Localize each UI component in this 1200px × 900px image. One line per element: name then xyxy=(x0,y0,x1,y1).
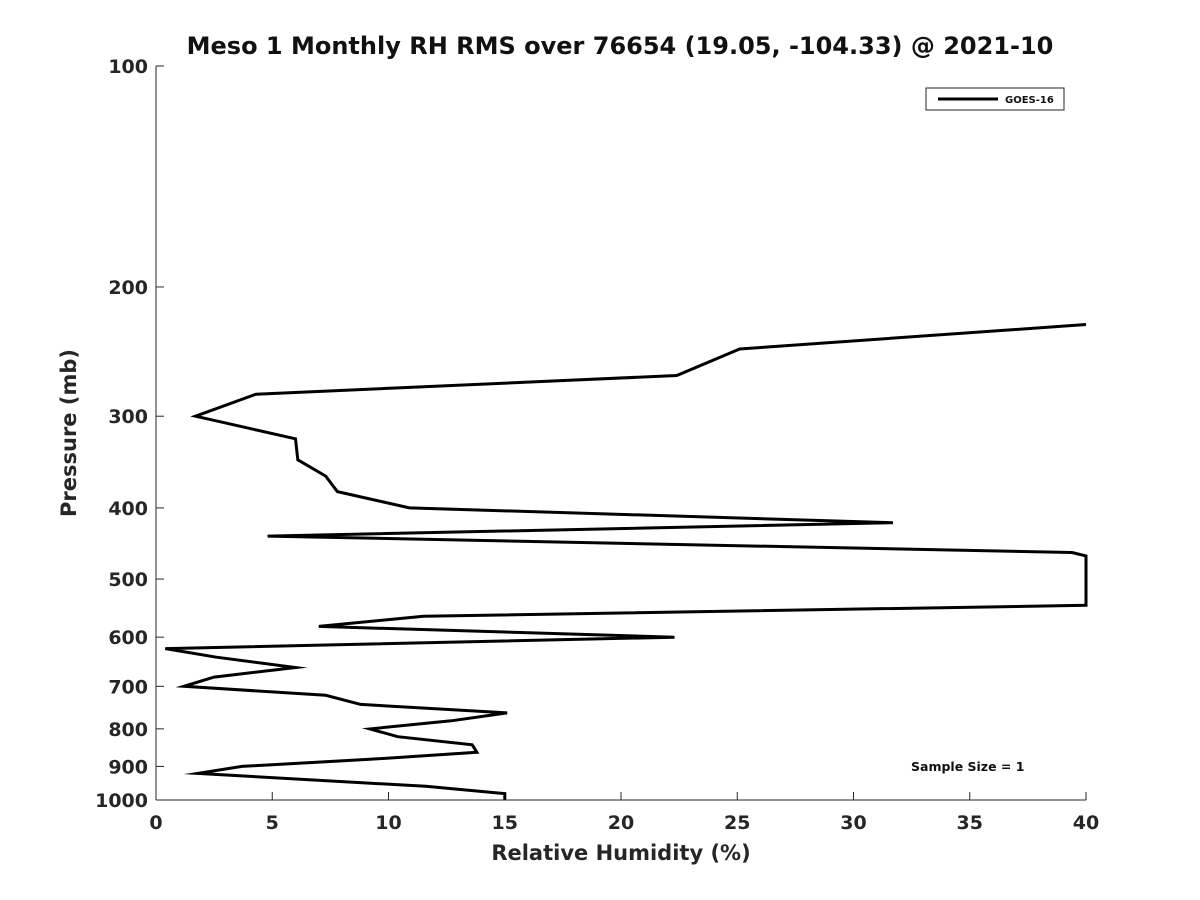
y-axis-label: Pressure (mb) xyxy=(57,349,81,517)
x-tick-label-10: 10 xyxy=(375,812,401,834)
y-tick-label-100: 100 xyxy=(108,56,148,78)
series-line-goes-16 xyxy=(165,323,1088,800)
chart-title: Meso 1 Monthly RH RMS over 76654 (19.05,… xyxy=(187,32,1054,60)
x-tick-label-40: 40 xyxy=(1073,812,1099,834)
y-tick-label-1000: 1000 xyxy=(95,790,148,812)
y-tick-label-900: 900 xyxy=(108,756,148,778)
x-axis-ticks: 0 5 10 15 20 25 30 35 40 xyxy=(149,792,1099,834)
y-tick-label-400: 400 xyxy=(108,498,148,520)
x-tick-label-15: 15 xyxy=(492,812,518,834)
x-axis-label: Relative Humidity (%) xyxy=(491,841,750,865)
x-tick-label-20: 20 xyxy=(608,812,634,834)
legend: GOES-16 xyxy=(925,87,1065,111)
y-tick-label-700: 700 xyxy=(108,676,148,698)
series-layer xyxy=(165,323,1088,800)
sample-size-annotation: Sample Size = 1 xyxy=(911,759,1024,774)
legend-label-goes-16: GOES-16 xyxy=(1005,95,1054,106)
x-tick-label-25: 25 xyxy=(724,812,750,834)
x-tick-label-0: 0 xyxy=(149,812,162,834)
y-tick-label-200: 200 xyxy=(108,277,148,299)
y-axis-ticks: 100 200 300 400 500 600 700 800 900 1000 xyxy=(95,56,164,812)
x-tick-label-30: 30 xyxy=(840,812,866,834)
y-tick-label-800: 800 xyxy=(108,719,148,741)
y-tick-label-600: 600 xyxy=(108,627,148,649)
y-tick-label-300: 300 xyxy=(108,406,148,428)
y-tick-label-500: 500 xyxy=(108,569,148,591)
x-tick-label-5: 5 xyxy=(266,812,279,834)
x-tick-label-35: 35 xyxy=(957,812,983,834)
plot-area xyxy=(155,66,1086,801)
